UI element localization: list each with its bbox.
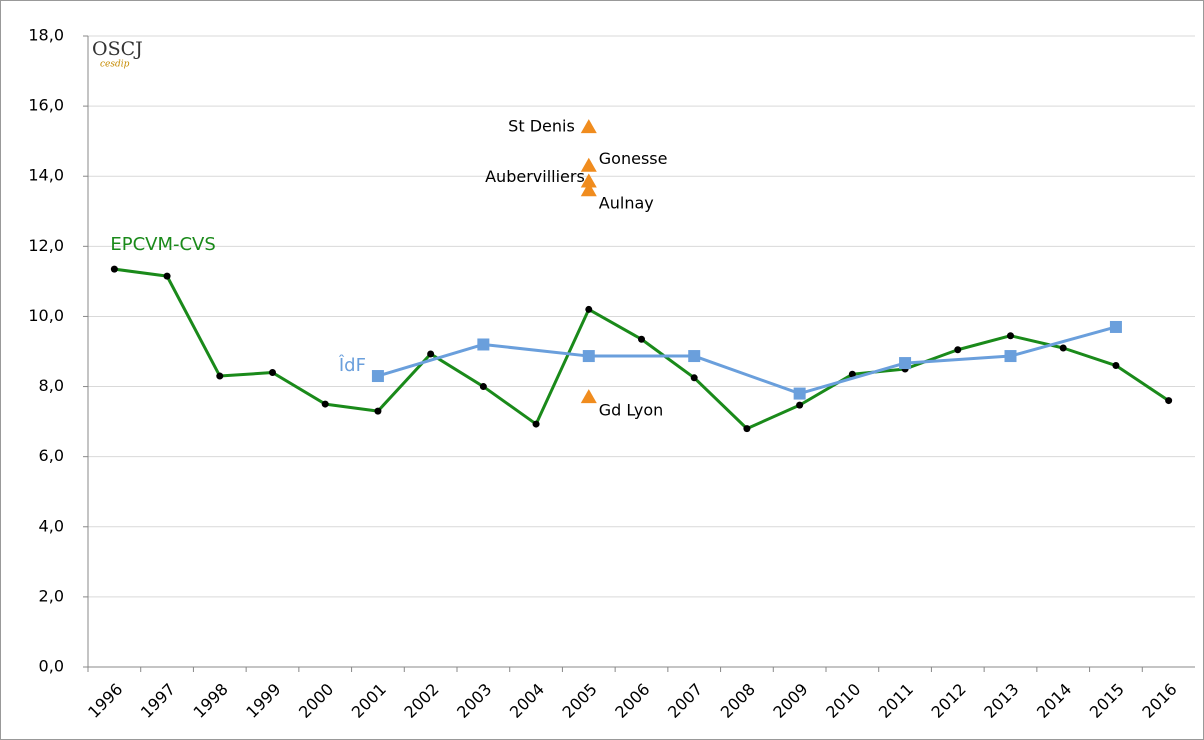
marker bbox=[743, 425, 751, 433]
marker bbox=[690, 374, 698, 382]
y-tick-label: 0,0 bbox=[39, 657, 64, 676]
series-label: EPCVM-CVS bbox=[110, 234, 215, 255]
point-marker bbox=[580, 389, 597, 404]
marker bbox=[848, 370, 856, 378]
marker bbox=[371, 370, 384, 383]
marker bbox=[899, 357, 912, 370]
marker bbox=[216, 372, 224, 380]
point-marker bbox=[580, 182, 597, 197]
marker bbox=[1059, 344, 1067, 352]
logo-subtitle: cesdip bbox=[100, 60, 130, 70]
point-marker bbox=[580, 157, 597, 172]
marker bbox=[321, 400, 329, 408]
marker bbox=[796, 401, 804, 409]
marker bbox=[954, 346, 962, 354]
marker bbox=[1004, 350, 1017, 363]
marker bbox=[793, 387, 806, 400]
marker bbox=[110, 265, 118, 273]
y-tick-label: 8,0 bbox=[39, 376, 64, 395]
series-line bbox=[377, 325, 1117, 396]
logo-title: OSCJ bbox=[92, 38, 143, 60]
marker bbox=[163, 272, 171, 280]
y-tick-label: 18,0 bbox=[28, 26, 64, 45]
marker bbox=[585, 305, 593, 313]
y-tick-label: 14,0 bbox=[28, 166, 64, 185]
point-label: St Denis bbox=[508, 117, 575, 136]
y-tick-label: 12,0 bbox=[28, 236, 64, 255]
marker bbox=[374, 407, 382, 415]
point-label: Gd Lyon bbox=[599, 401, 663, 420]
point-marker bbox=[580, 173, 597, 188]
y-tick-label: 16,0 bbox=[28, 96, 64, 115]
y-tick-label: 4,0 bbox=[39, 516, 64, 535]
marker bbox=[1109, 320, 1122, 333]
y-tick-label: 6,0 bbox=[39, 446, 64, 465]
marker bbox=[269, 369, 276, 377]
point-label: Aulnay bbox=[599, 194, 654, 213]
point-label: Gonesse bbox=[599, 149, 668, 168]
marker bbox=[427, 350, 435, 358]
point-label: Aubervilliers bbox=[485, 167, 585, 186]
y-tick-label: 2,0 bbox=[39, 586, 64, 605]
marker bbox=[688, 350, 701, 363]
y-tick-label: 10,0 bbox=[28, 306, 64, 325]
marker bbox=[582, 350, 595, 363]
marker bbox=[479, 383, 487, 391]
marker bbox=[1165, 397, 1173, 405]
marker bbox=[532, 420, 540, 428]
marker bbox=[477, 338, 490, 351]
marker bbox=[1112, 362, 1120, 370]
point-marker bbox=[580, 119, 597, 134]
marker bbox=[638, 335, 645, 343]
marker bbox=[1007, 332, 1014, 340]
series-label: ÎdF bbox=[338, 354, 366, 376]
